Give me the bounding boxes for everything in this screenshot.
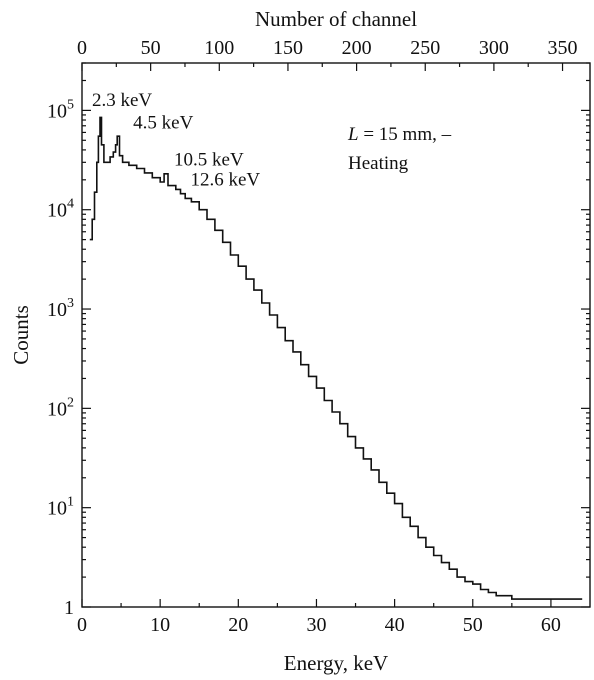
y-tick-exponent: 4 — [67, 197, 74, 212]
legend-condition: = 15 mm, – — [359, 124, 452, 145]
y-tick-base: 10 — [47, 100, 67, 122]
legend-line-1: L = 15 mm, – — [347, 124, 452, 145]
x2-tick-label: 0 — [77, 37, 87, 59]
legend-line-2: Heating — [348, 153, 409, 174]
y-tick-label: 1 — [64, 597, 74, 619]
peak-label: 10.5 keV — [174, 150, 244, 171]
y-tick-exponent: 3 — [67, 296, 74, 311]
peak-label: 2.3 keV — [92, 90, 152, 111]
x-tick-label: 20 — [228, 614, 248, 636]
x2-tick-label: 150 — [273, 37, 303, 59]
x-tick-label: 30 — [306, 614, 326, 636]
labels-layer: 0 10 20 30 40 50 600 50 100 150 200 250 300 350110110… — [47, 37, 578, 636]
plot-frame — [81, 62, 591, 608]
x2-tick-label: 350 — [548, 37, 578, 59]
x2-tick-label: 200 — [342, 37, 372, 59]
x-axis-title: Energy, keV — [284, 651, 388, 675]
x2-tick-label: 250 — [410, 37, 440, 59]
y-tick-base: 10 — [47, 498, 67, 520]
ticks-layer — [81, 62, 590, 608]
y-tick-label: 101 — [47, 495, 74, 520]
x2-tick-label: 100 — [204, 37, 234, 59]
x-tick-label: 60 — [541, 614, 561, 636]
y-tick-label: 104 — [47, 197, 74, 222]
series-line-counts — [89, 116, 583, 600]
x-tick-label: 0 — [77, 614, 87, 636]
y-tick-exponent: 2 — [67, 395, 74, 410]
y-tick-label: 103 — [47, 296, 74, 321]
x-tick-label: 10 — [150, 614, 170, 636]
x-tick-label: 50 — [463, 614, 483, 636]
y-axis-title: Counts — [9, 305, 33, 365]
x2-tick-label: 300 — [479, 37, 509, 59]
x-tick-label: 40 — [385, 614, 405, 636]
x2-tick-label: 50 — [141, 37, 161, 59]
peak-label: 4.5 keV — [133, 113, 193, 134]
y-tick-exponent: 1 — [67, 495, 74, 510]
y-tick-base: 10 — [47, 398, 67, 420]
legend-italic-l: L — [347, 124, 359, 145]
y-tick-exponent: 5 — [67, 97, 74, 112]
y-tick-base: 10 — [47, 200, 67, 222]
y-tick-label: 102 — [47, 395, 74, 420]
x2-axis-title: Number of channel — [255, 7, 417, 31]
y-tick-label: 105 — [47, 97, 74, 122]
peak-label: 12.6 keV — [190, 170, 260, 191]
y-tick-base: 10 — [47, 299, 67, 321]
